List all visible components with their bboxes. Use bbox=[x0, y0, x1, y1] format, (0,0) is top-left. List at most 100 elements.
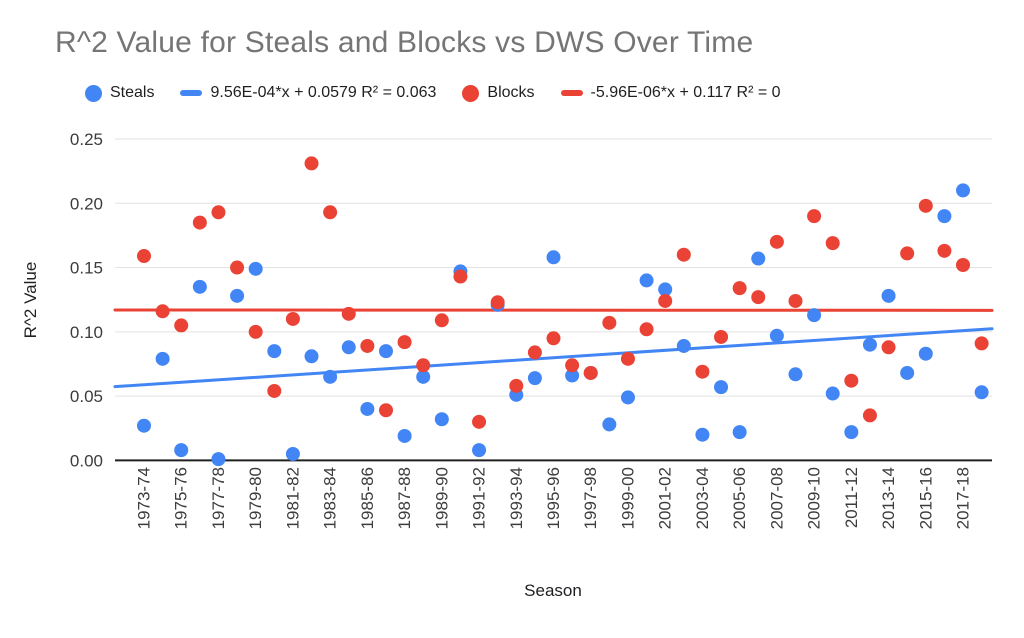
y-tick-label: 0.25 bbox=[70, 130, 103, 149]
blocks-point bbox=[658, 294, 672, 308]
steals-point bbox=[714, 380, 728, 394]
legend-item-steals-trendline: 9.56E-04*x + 0.0579 R² = 0.063 bbox=[180, 84, 436, 102]
x-tick-label: 1993-94 bbox=[507, 467, 526, 529]
legend-label-steals-trendline: 9.56E-04*x + 0.0579 R² = 0.063 bbox=[210, 84, 436, 102]
y-axis-title: R^2 Value bbox=[21, 262, 40, 339]
x-axis-title: Season bbox=[524, 581, 582, 600]
blocks-trendline-icon bbox=[561, 90, 583, 96]
x-tick-label: 1981-82 bbox=[283, 467, 302, 529]
steals-point bbox=[286, 447, 300, 461]
steals-point bbox=[211, 452, 225, 466]
blocks-point-icon bbox=[462, 85, 479, 102]
steals-point bbox=[733, 425, 747, 439]
blocks-point bbox=[882, 340, 896, 354]
blocks-point bbox=[826, 236, 840, 250]
blocks-point bbox=[211, 205, 225, 219]
steals-point bbox=[640, 273, 654, 287]
x-tick-label: 2007-08 bbox=[767, 467, 786, 529]
blocks-point bbox=[751, 290, 765, 304]
steals-point bbox=[844, 425, 858, 439]
steals-point bbox=[919, 347, 933, 361]
x-tick-label: 1997-98 bbox=[581, 467, 600, 529]
blocks-point bbox=[584, 366, 598, 380]
steals-point bbox=[956, 183, 970, 197]
y-tick-label: 0.05 bbox=[70, 387, 103, 406]
blocks-point bbox=[528, 345, 542, 359]
legend: Steals 9.56E-04*x + 0.0579 R² = 0.063 Bl… bbox=[85, 84, 781, 102]
legend-item-blocks-trendline: -5.96E-06*x + 0.117 R² = 0 bbox=[561, 84, 781, 102]
x-tick-label: 2015-16 bbox=[916, 467, 935, 529]
steals-point bbox=[900, 366, 914, 380]
steals-point bbox=[751, 252, 765, 266]
blocks-point bbox=[547, 331, 561, 345]
steals-point bbox=[547, 250, 561, 264]
legend-item-blocks: Blocks bbox=[462, 84, 534, 102]
x-tick-label: 1985-86 bbox=[358, 467, 377, 529]
blocks-point bbox=[975, 336, 989, 350]
steals-point bbox=[528, 371, 542, 385]
steals-point bbox=[435, 412, 449, 426]
y-tick-label: 0.00 bbox=[70, 451, 103, 470]
legend-item-steals: Steals bbox=[85, 84, 154, 102]
steals-point bbox=[398, 429, 412, 443]
x-tick-label: 1977-78 bbox=[209, 467, 228, 529]
y-axis-tick-labels: 0.000.050.100.150.200.25 bbox=[70, 130, 103, 470]
steals-point bbox=[788, 367, 802, 381]
chart-title: R^2 Value for Steals and Blocks vs DWS O… bbox=[55, 26, 753, 60]
steals-point bbox=[975, 385, 989, 399]
legend-label-steals: Steals bbox=[110, 84, 154, 102]
steals-point bbox=[174, 443, 188, 457]
x-tick-label: 2003-04 bbox=[693, 467, 712, 529]
blocks-point bbox=[788, 294, 802, 308]
steals-point bbox=[249, 262, 263, 276]
steals-point bbox=[156, 352, 170, 366]
steals-point bbox=[323, 370, 337, 384]
steals-point bbox=[602, 417, 616, 431]
steals-point bbox=[770, 329, 784, 343]
y-tick-label: 0.10 bbox=[70, 323, 103, 342]
x-tick-label: 1991-92 bbox=[470, 467, 489, 529]
steals-point bbox=[305, 349, 319, 363]
legend-label-blocks: Blocks bbox=[487, 84, 534, 102]
steals-point bbox=[137, 419, 151, 433]
steals-point bbox=[882, 289, 896, 303]
x-tick-label: 1989-90 bbox=[432, 467, 451, 529]
blocks-point bbox=[714, 330, 728, 344]
blocks-point bbox=[379, 403, 393, 417]
blocks-point bbox=[286, 312, 300, 326]
blocks-point bbox=[435, 313, 449, 327]
steals-trendline-icon bbox=[180, 90, 202, 96]
blocks-point bbox=[453, 270, 467, 284]
blocks-point bbox=[695, 365, 709, 379]
x-tick-label: 2009-10 bbox=[805, 467, 824, 529]
blocks-point bbox=[937, 244, 951, 258]
blocks-point bbox=[137, 249, 151, 263]
blocks-point bbox=[677, 248, 691, 262]
steals-point bbox=[826, 387, 840, 401]
x-tick-label: 1975-76 bbox=[172, 467, 191, 529]
steals-point bbox=[695, 428, 709, 442]
y-tick-label: 0.20 bbox=[70, 194, 103, 213]
x-tick-label: 2005-06 bbox=[730, 467, 749, 529]
blocks-point bbox=[956, 258, 970, 272]
blocks-point bbox=[267, 384, 281, 398]
blocks-point bbox=[174, 318, 188, 332]
legend-label-blocks-trendline: -5.96E-06*x + 0.117 R² = 0 bbox=[591, 84, 781, 102]
steals-point bbox=[472, 443, 486, 457]
x-tick-label: 1983-84 bbox=[321, 467, 340, 529]
x-tick-label: 1973-74 bbox=[135, 467, 154, 529]
x-tick-label: 2017-18 bbox=[954, 467, 973, 529]
blocks-point bbox=[509, 379, 523, 393]
steals-point bbox=[379, 344, 393, 358]
x-tick-label: 2011-12 bbox=[842, 467, 861, 528]
blocks-point bbox=[398, 335, 412, 349]
blocks-point bbox=[360, 339, 374, 353]
x-tick-label: 1987-88 bbox=[395, 467, 414, 529]
steals-point bbox=[360, 402, 374, 416]
steals-point bbox=[230, 289, 244, 303]
blocks-point bbox=[323, 205, 337, 219]
blocks-point bbox=[621, 352, 635, 366]
x-tick-label: 1979-80 bbox=[246, 467, 265, 529]
blocks-point bbox=[640, 322, 654, 336]
